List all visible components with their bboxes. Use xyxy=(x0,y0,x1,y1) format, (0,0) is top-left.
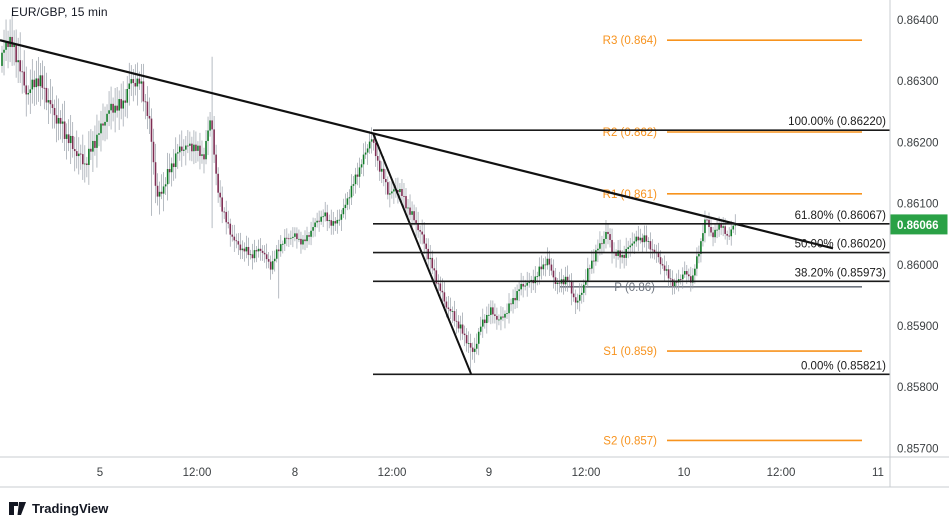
tradingview-logo-text: TradingView xyxy=(32,501,109,516)
fib-label: 0.00% (0.85821) xyxy=(801,360,886,372)
tradingview-logo[interactable]: TradingView xyxy=(9,501,108,516)
pivot-label: S1 (0.859) xyxy=(603,346,657,358)
time-scale-label: 9 xyxy=(486,467,492,479)
trendlines[interactable] xyxy=(0,39,834,375)
fib-label: 38.20% (0.85973) xyxy=(795,267,887,279)
time-scale[interactable]: 5 12:00 8 12:00 9 12:00 10 12:00 11 xyxy=(97,467,884,479)
price-scale-label: 0.86100 xyxy=(897,199,939,211)
pivot-label: P (0.86) xyxy=(614,282,655,294)
time-scale-label: 11 xyxy=(872,467,884,479)
time-scale-label: 12:00 xyxy=(767,467,796,479)
pivot-label: R3 (0.864) xyxy=(603,35,658,47)
price-scale-label: 0.85900 xyxy=(897,321,939,333)
time-scale-label: 8 xyxy=(292,467,298,479)
trend-line xyxy=(0,39,834,250)
time-scale-label: 12:00 xyxy=(572,467,601,479)
time-scale-label: 10 xyxy=(678,467,691,479)
fib-label: 50.00% (0.86020) xyxy=(795,239,887,251)
pivot-label: R1 (0.861) xyxy=(603,189,658,201)
last-price-badge: 0.86066 xyxy=(890,214,948,235)
fib-label: 61.80% (0.86067) xyxy=(795,210,887,222)
price-scale-label: 0.86400 xyxy=(897,15,939,27)
price-scale-label: 0.86000 xyxy=(897,260,939,272)
tradingview-icon xyxy=(9,502,26,515)
fib-retracement[interactable]: 100.00% (0.86220) 61.80% (0.86067) 50.00% … xyxy=(373,116,890,376)
last-price-value: 0.86066 xyxy=(897,220,939,232)
fib-label: 100.00% (0.86220) xyxy=(788,116,886,128)
price-scale-label: 0.86200 xyxy=(897,137,939,149)
pivot-label: R2 (0.862) xyxy=(603,127,658,139)
price-scale-label: 0.85800 xyxy=(897,382,939,394)
time-scale-label: 5 xyxy=(97,467,103,479)
price-scale[interactable]: 0.86400 0.86300 0.86200 0.86100 0.86000 0.859… xyxy=(897,15,939,455)
pivot-label: S2 (0.857) xyxy=(603,435,657,447)
price-scale-label: 0.85700 xyxy=(897,443,939,455)
time-scale-label: 12:00 xyxy=(378,467,407,479)
symbol-title[interactable]: EUR/GBP, 15 min xyxy=(11,5,108,19)
pane-borders xyxy=(0,0,949,488)
price-scale-label: 0.86300 xyxy=(897,76,939,88)
time-scale-label: 12:00 xyxy=(183,467,212,479)
candles xyxy=(1,14,737,372)
trend-line xyxy=(372,132,472,375)
